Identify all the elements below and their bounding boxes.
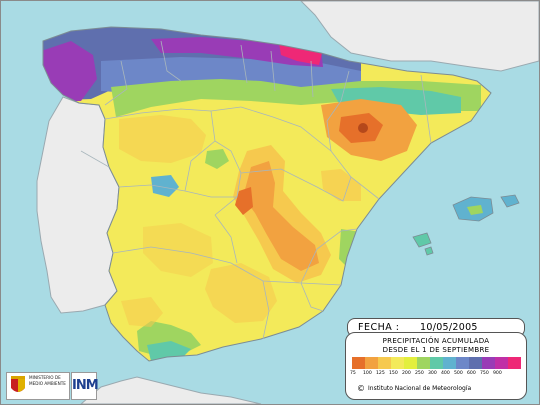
legend-tick-label: 400 [441, 371, 450, 376]
france-landmass [300, 1, 539, 72]
legend-swatch [469, 357, 482, 369]
coat-of-arms-icon [11, 376, 25, 392]
date-value: 10/05/2005 [420, 322, 478, 333]
ministry-name: MINISTERIO DE MEDIO AMBIENTE [29, 375, 66, 386]
africa-landmass [80, 376, 262, 404]
legend-swatch [391, 357, 404, 369]
legend-tick-label: 75 [350, 371, 356, 376]
legend-swatch [417, 357, 430, 369]
region-borders [80, 40, 432, 340]
legend-tick-label: 125 [376, 371, 385, 376]
legend-swatches [352, 357, 521, 369]
legend-tick-label: 250 [415, 371, 424, 376]
spain-coastline [42, 26, 492, 362]
legend-tick-label: 600 [467, 371, 476, 376]
legend-swatch [365, 357, 378, 369]
legend-box: PRECIPITACIÓN ACUMULADA DESDE EL 1 DE SE… [345, 332, 527, 400]
legend-swatch [482, 357, 495, 369]
legend-swatch [352, 357, 365, 369]
ministry-logo: MINISTERIO DE MEDIO AMBIENTE [6, 372, 70, 400]
credit-line: © Instituto Nacional de Meteorología [357, 384, 472, 393]
legend-swatch [378, 357, 391, 369]
inm-logo-text: INM [72, 378, 99, 393]
legend-title-line2: DESDE EL 1 DE SEPTIEMBRE [382, 346, 490, 354]
date-label: FECHA : [358, 322, 400, 333]
legend-tick-label: 500 [454, 371, 463, 376]
legend-tick-label: 900 [493, 371, 502, 376]
legend-tick-label: 150 [389, 371, 398, 376]
legend-title-line1: PRECIPITACIÓN ACUMULADA [382, 337, 490, 345]
legend-tick-label: 300 [428, 371, 437, 376]
legend-swatch [430, 357, 443, 369]
legend-tick-label: 750 [480, 371, 489, 376]
legend-swatch [443, 357, 456, 369]
legend-tick-label: 100 [363, 371, 372, 376]
legend-swatch [456, 357, 469, 369]
inm-logo: INM [71, 372, 99, 400]
legend-swatch [404, 357, 417, 369]
legend-ticks: 75 100 125 150 200 250 300 400 500 600 750 900 [350, 371, 526, 379]
legend-swatch [508, 357, 521, 369]
legend-swatch [495, 357, 508, 369]
balearic-islands [412, 194, 520, 256]
legend-tick-label: 200 [402, 371, 411, 376]
copyright-icon: © [357, 384, 365, 393]
credit-text: Instituto Nacional de Meteorología [368, 385, 472, 392]
